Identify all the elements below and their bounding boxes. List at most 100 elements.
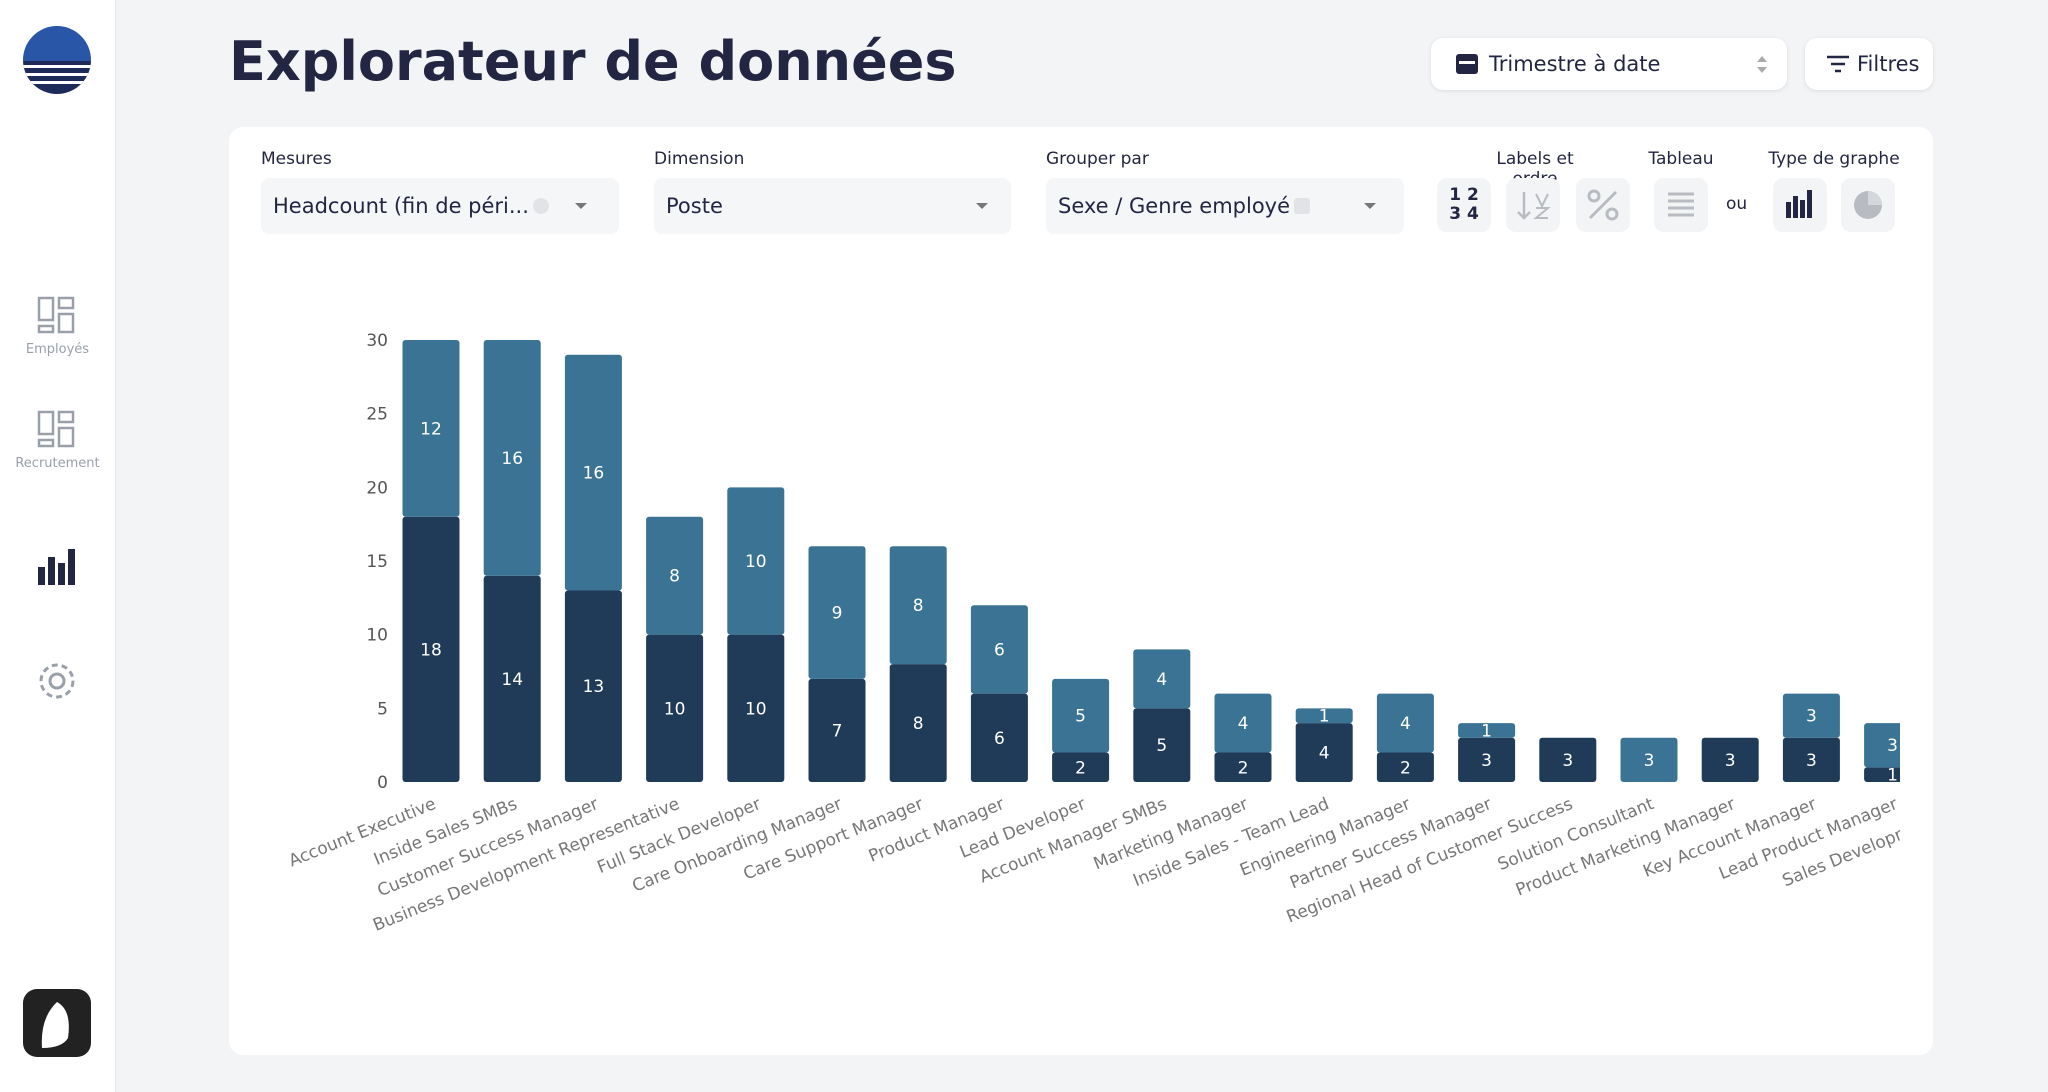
period-select[interactable]: Trimestre à date (1431, 38, 1787, 90)
bar-segment (483, 575, 541, 782)
or-label: ou (1726, 194, 1748, 214)
bar-segment (1052, 678, 1110, 753)
data-label: 16 (583, 464, 605, 484)
nav-icon[interactable] (37, 410, 77, 450)
data-label: 3 (1725, 751, 1736, 771)
y-tick-label: 5 (377, 699, 388, 719)
data-label: 3 (1887, 736, 1898, 756)
bar-segment (727, 487, 785, 635)
data-label: 6 (994, 729, 1005, 749)
data-label: 10 (745, 552, 767, 572)
bar-segment (1701, 737, 1759, 782)
nav-label[interactable]: Employés (25, 342, 90, 357)
measures-select[interactable]: Headcount (fin de péri... (261, 178, 619, 234)
group-select[interactable]: Sexe / Genre employé (1046, 178, 1404, 234)
control-label: Grouper par (1046, 149, 1149, 169)
bar-segment (1133, 708, 1191, 782)
select-value: Poste (666, 194, 723, 218)
data-label: 2 (1075, 758, 1086, 778)
data-label: 3 (1806, 707, 1817, 727)
filter-icon (1827, 55, 1849, 73)
percent-button[interactable] (1576, 178, 1630, 232)
bar-segment (1133, 649, 1191, 709)
data-label: 3 (1562, 751, 1573, 771)
bar-chart-button[interactable] (1773, 178, 1827, 232)
data-label: 2 (1400, 758, 1411, 778)
bar-segment (1620, 737, 1678, 782)
bar-segment (646, 516, 704, 635)
settings-icon[interactable] (33, 657, 81, 705)
data-label: 4 (1319, 744, 1330, 764)
period-value: Trimestre à date (1489, 52, 1661, 76)
bar-segment (970, 605, 1028, 694)
y-tick-label: 30 (366, 331, 388, 351)
data-label: 4 (1156, 670, 1167, 690)
bar-segment (1539, 737, 1597, 782)
page-title: Explorateur de données (229, 30, 957, 93)
bar-segment (1864, 767, 1900, 782)
bar-segment (1782, 693, 1840, 738)
bar-segment (1458, 737, 1516, 782)
table-button[interactable] (1654, 178, 1708, 232)
data-label: 4 (1400, 714, 1411, 734)
sidebar: Employés Recrutement (0, 0, 116, 1092)
data-label: 18 (420, 640, 442, 660)
data-label: 1 (1887, 766, 1898, 786)
calendar-icon (1456, 54, 1478, 74)
bar-segment (1782, 737, 1840, 782)
bar-segment (808, 678, 866, 782)
nav-icon[interactable] (37, 296, 77, 336)
bar-segment (564, 590, 622, 782)
y-tick-label: 25 (366, 405, 388, 425)
data-label: 3 (1644, 751, 1655, 771)
bar-segment (483, 340, 541, 576)
nav-icon-active[interactable] (36, 545, 78, 587)
bar-segment (402, 516, 460, 782)
bar-segment (1295, 708, 1353, 724)
nav-label[interactable]: Recrutement (15, 456, 100, 471)
pie-chart-button[interactable] (1841, 178, 1895, 232)
data-label: 3 (1481, 751, 1492, 771)
icon-text: 3 4 (1449, 204, 1479, 224)
data-label: 8 (913, 714, 924, 734)
y-tick-label: 10 (366, 626, 388, 646)
data-label: 7 (832, 721, 843, 741)
bar-segment (889, 664, 947, 782)
data-label: 5 (1075, 707, 1086, 727)
select-value: Sexe / Genre employé (1058, 194, 1291, 218)
bar-segment (808, 546, 866, 679)
select-icons (533, 198, 587, 214)
select-icons (976, 203, 988, 209)
y-tick-label: 20 (366, 478, 388, 498)
control-label: Dimension (654, 149, 745, 169)
data-label: 8 (913, 596, 924, 616)
data-label: 5 (1156, 736, 1167, 756)
bar-segment (1376, 693, 1434, 753)
y-tick-label: 0 (377, 773, 388, 793)
y-tick-label: 15 (366, 552, 388, 572)
sort-button[interactable] (1506, 178, 1560, 232)
data-label: 10 (745, 699, 767, 719)
bar-segment (1214, 752, 1272, 782)
dimension-select[interactable]: Poste (654, 178, 1011, 234)
filters-button[interactable]: Filtres (1805, 38, 1933, 90)
control-label: Mesures (261, 149, 332, 169)
bar-segment (1295, 723, 1353, 782)
data-label: 14 (501, 670, 523, 690)
bar-segment (889, 546, 947, 665)
bar-segment (1052, 752, 1110, 782)
data-label: 10 (664, 699, 686, 719)
data-label: 12 (420, 419, 442, 439)
data-label: 16 (501, 449, 523, 469)
avatar[interactable] (22, 988, 92, 1058)
data-label: 1 (1481, 721, 1492, 741)
bar-segment (646, 634, 704, 782)
data-label: 4 (1238, 714, 1249, 734)
bar-segment (970, 693, 1028, 782)
bar-segment (1376, 752, 1434, 782)
bar-segment (1214, 693, 1272, 753)
select-arrows (1757, 56, 1767, 73)
bar-segment (564, 354, 622, 591)
